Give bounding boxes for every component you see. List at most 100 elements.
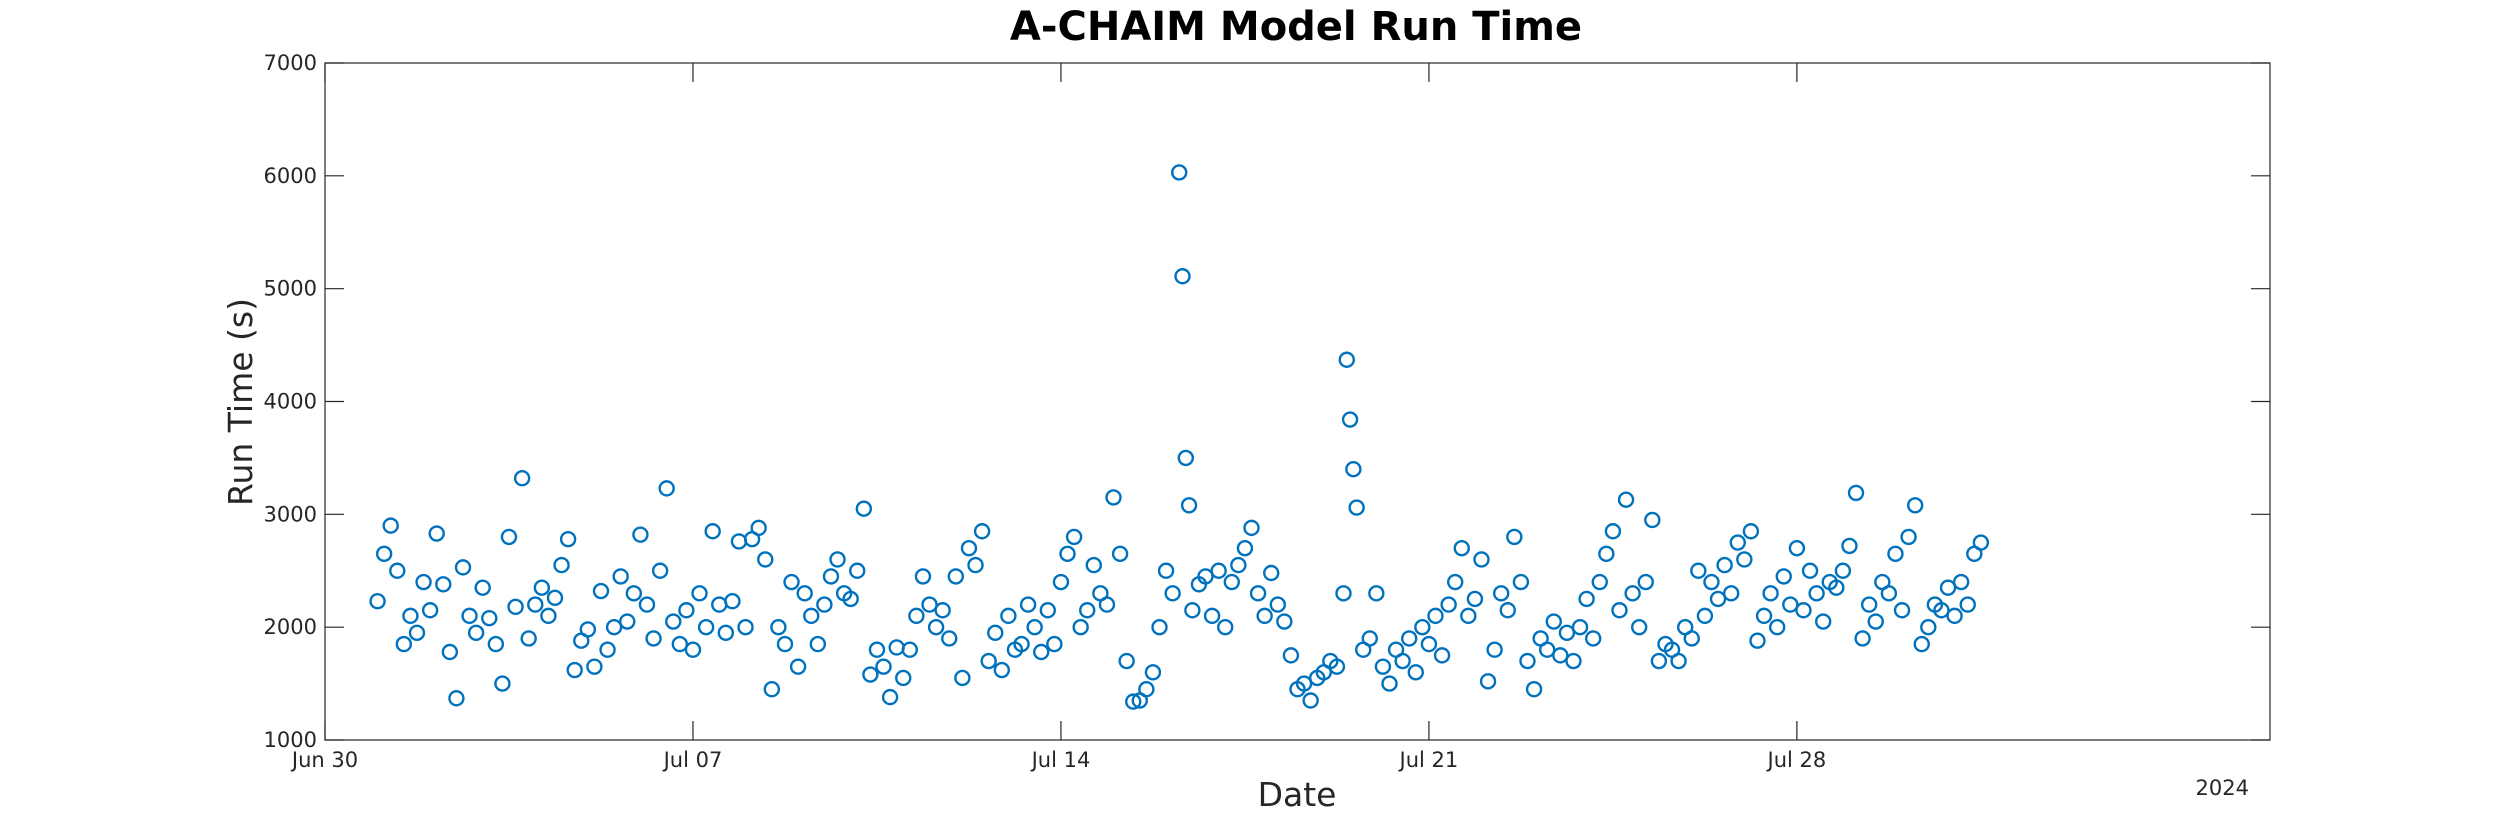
y-tick-label: 4000 [264, 390, 317, 414]
data-point [463, 609, 477, 623]
data-point [1251, 586, 1265, 600]
data-point [1061, 547, 1075, 561]
data-point [1258, 609, 1272, 623]
data-point [1179, 451, 1193, 465]
data-point [1442, 598, 1456, 612]
data-point [1652, 654, 1666, 668]
data-point [1593, 575, 1607, 589]
data-point [1711, 592, 1725, 606]
data-point [1448, 575, 1462, 589]
data-point [890, 640, 904, 654]
y-tick-label: 6000 [264, 164, 317, 188]
data-point [771, 620, 785, 634]
data-point [1021, 598, 1035, 612]
data-point [896, 671, 910, 685]
data-point [1520, 654, 1534, 668]
data-point [489, 637, 503, 651]
data-point [1921, 620, 1935, 634]
data-point [1264, 566, 1278, 580]
data-point [863, 668, 877, 682]
data-point [1842, 539, 1856, 553]
y-tick-label: 5000 [264, 277, 317, 301]
data-point [1612, 603, 1626, 617]
data-point [1172, 165, 1186, 179]
data-point [831, 552, 845, 566]
data-point [1468, 592, 1482, 606]
data-point [548, 591, 562, 605]
x-axis-ticks: Jun 30 Jul 07 Jul 14 Jul 21 Jul 28 [290, 63, 1826, 772]
data-point [916, 569, 930, 583]
data-point [1415, 620, 1429, 634]
data-point [528, 598, 542, 612]
data-point [469, 626, 483, 640]
data-point [752, 521, 766, 535]
data-point [397, 637, 411, 651]
data-point [1238, 541, 1252, 555]
data-point [1731, 536, 1745, 550]
data-points [371, 165, 1988, 708]
chart-title: A-CHAIM Model Run Time [1010, 4, 1582, 50]
data-point [850, 564, 864, 578]
data-point [1107, 490, 1121, 504]
data-point [1698, 609, 1712, 623]
data-point [673, 637, 687, 651]
data-point [804, 609, 818, 623]
data-point [798, 586, 812, 600]
data-point [1218, 620, 1232, 634]
data-point [482, 611, 496, 625]
data-point [712, 598, 726, 612]
data-point [1790, 541, 1804, 555]
data-point [1034, 645, 1048, 659]
data-point [627, 586, 641, 600]
data-point [1159, 564, 1173, 578]
data-point [1271, 598, 1285, 612]
data-point [1231, 558, 1245, 572]
data-point [1856, 631, 1870, 645]
data-point [390, 564, 404, 578]
data-point [1816, 615, 1830, 629]
data-point [384, 519, 398, 533]
data-point [1428, 609, 1442, 623]
data-point [1954, 575, 1968, 589]
data-point [1474, 552, 1488, 566]
data-point [1704, 575, 1718, 589]
data-point [1783, 598, 1797, 612]
data-point [1422, 637, 1436, 651]
data-point [679, 603, 693, 617]
data-point [522, 631, 536, 645]
data-point [1481, 674, 1495, 688]
x-tick-label: Jul 28 [1766, 748, 1827, 772]
data-point [975, 524, 989, 538]
data-point [1146, 665, 1160, 679]
data-point [430, 527, 444, 541]
data-point [587, 660, 601, 674]
data-point [535, 581, 549, 595]
data-point [449, 691, 463, 705]
data-point [699, 620, 713, 634]
data-point [739, 620, 753, 634]
data-point [942, 631, 956, 645]
data-point [1796, 603, 1810, 617]
y-axis-label: Run Time (s) [221, 298, 260, 506]
data-point [923, 598, 937, 612]
data-point [1166, 586, 1180, 600]
data-point [1225, 575, 1239, 589]
data-point [1770, 620, 1784, 634]
data-point [377, 547, 391, 561]
data-point [686, 643, 700, 657]
data-point [1777, 569, 1791, 583]
data-point [1067, 530, 1081, 544]
data-point [509, 600, 523, 614]
data-point [403, 609, 417, 623]
data-point [1409, 665, 1423, 679]
data-point [929, 620, 943, 634]
data-point [1461, 609, 1475, 623]
data-point [423, 603, 437, 617]
data-point [1737, 552, 1751, 566]
data-point [719, 626, 733, 640]
data-point [1001, 609, 1015, 623]
data-point [1573, 620, 1587, 634]
data-point [1336, 586, 1350, 600]
data-point [1672, 654, 1686, 668]
data-point [495, 677, 509, 691]
